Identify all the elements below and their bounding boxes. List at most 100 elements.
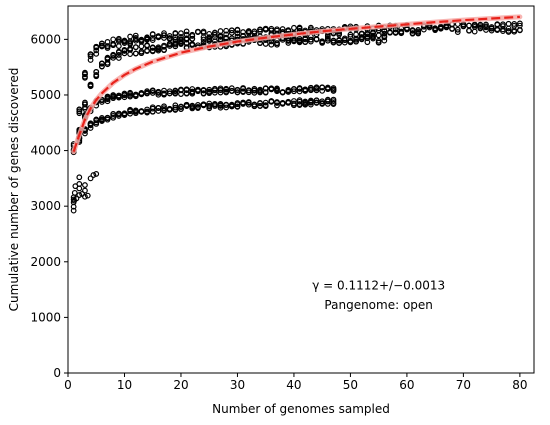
data-point <box>245 99 252 105</box>
data-point <box>511 21 518 27</box>
data-point <box>324 84 331 91</box>
x-tick-label: 50 <box>343 378 358 392</box>
data-point <box>274 87 280 94</box>
data-point <box>262 102 269 109</box>
data-point <box>324 37 331 44</box>
data-point <box>127 110 134 117</box>
data-point <box>172 88 179 95</box>
data-point <box>144 106 150 113</box>
data-point <box>257 28 263 35</box>
data-point <box>76 174 83 181</box>
data-point <box>206 88 213 95</box>
data-point <box>313 36 320 43</box>
data-point <box>87 51 94 58</box>
data-point <box>375 32 382 39</box>
data-point <box>505 25 512 32</box>
data-point <box>302 39 309 46</box>
data-point <box>415 28 422 35</box>
data-point <box>324 33 331 40</box>
gamma-annotation: γ = 0.1112+/−0.0013 <box>312 279 445 293</box>
data-point <box>82 73 88 80</box>
data-point <box>341 39 348 46</box>
data-point <box>110 42 117 48</box>
data-point <box>200 87 207 93</box>
data-point <box>110 92 117 98</box>
x-tick-label: 30 <box>230 378 245 392</box>
data-point <box>115 43 122 49</box>
data-point <box>296 85 303 91</box>
data-point <box>228 85 235 92</box>
data-point <box>155 88 162 95</box>
data-point <box>234 86 241 93</box>
data-point <box>104 93 111 100</box>
data-point <box>110 111 117 117</box>
data-point <box>313 87 320 94</box>
data-point <box>330 39 337 46</box>
data-point <box>183 90 190 97</box>
x-axis: 0 10 20 30 40 50 60 70 80 <box>64 373 528 392</box>
data-point <box>87 120 94 127</box>
data-point <box>336 39 343 46</box>
data-point <box>454 26 461 33</box>
data-point <box>155 47 162 54</box>
data-point <box>296 25 303 32</box>
data-point <box>336 37 343 44</box>
data-point <box>291 37 297 44</box>
data-point <box>330 100 337 106</box>
data-point <box>149 31 156 38</box>
data-point <box>138 48 145 55</box>
data-point <box>110 51 117 58</box>
data-point <box>353 38 359 45</box>
data-point <box>132 44 139 51</box>
data-point <box>358 36 365 43</box>
data-point <box>330 37 337 44</box>
data-point <box>353 35 359 42</box>
data-point <box>426 24 433 31</box>
data-point <box>302 36 309 43</box>
data-point <box>257 103 263 110</box>
fit-curve <box>72 15 520 153</box>
y-tick-label: 6000 <box>30 32 61 46</box>
data-point <box>189 89 196 96</box>
data-point <box>149 44 156 51</box>
data-point <box>127 47 134 53</box>
data-point <box>211 85 218 92</box>
data-point <box>161 91 167 98</box>
data-point <box>257 26 263 33</box>
data-point <box>104 56 111 63</box>
data-point <box>121 110 128 117</box>
data-point <box>234 26 241 33</box>
data-point <box>82 182 88 188</box>
data-point <box>206 103 213 110</box>
data-point <box>206 100 213 107</box>
data-point <box>330 98 337 105</box>
data-point <box>387 29 393 36</box>
data-point <box>121 50 128 57</box>
x-tick-label: 80 <box>512 378 527 392</box>
data-point <box>149 87 156 94</box>
data-point <box>279 89 286 96</box>
data-point <box>144 88 150 95</box>
data-point <box>262 25 269 32</box>
data-point <box>149 47 156 54</box>
data-point <box>166 106 173 113</box>
data-point <box>104 116 111 123</box>
data-point <box>307 36 314 43</box>
data-point <box>93 117 100 124</box>
data-point <box>228 29 235 36</box>
data-point <box>138 90 145 97</box>
data-point <box>223 86 230 93</box>
data-point <box>132 36 139 43</box>
data-point <box>195 29 201 35</box>
data-point <box>155 108 162 114</box>
data-point <box>183 28 190 35</box>
data-point <box>251 85 258 92</box>
data-point <box>319 38 326 45</box>
data-point <box>307 85 314 91</box>
data-point <box>291 85 297 92</box>
data-point <box>104 114 111 121</box>
data-point <box>279 100 286 106</box>
data-point <box>477 25 484 32</box>
data-point <box>183 31 190 38</box>
